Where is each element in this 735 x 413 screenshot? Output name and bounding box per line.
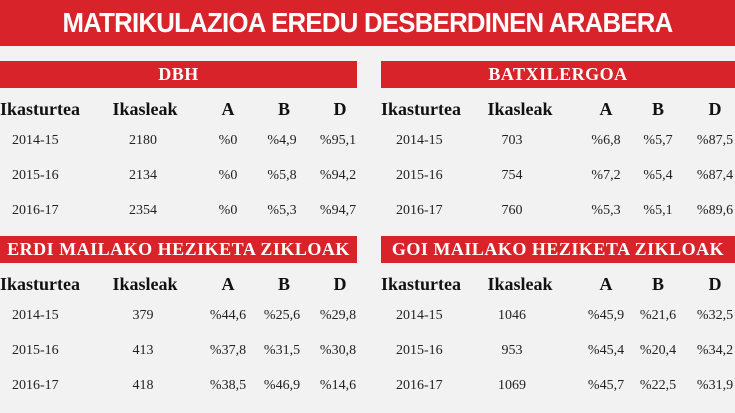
table-cell: %46,9 bbox=[263, 378, 301, 393]
table-cell: %14,6 bbox=[319, 378, 357, 393]
table-cell: 2014-15 bbox=[12, 308, 59, 323]
table-cell: 760 bbox=[501, 203, 523, 218]
table-cell: %21,6 bbox=[639, 308, 677, 323]
table-cell: 2016-17 bbox=[12, 203, 59, 218]
table-cell: %30,8 bbox=[319, 343, 357, 358]
table-cell: 2016-17 bbox=[396, 203, 443, 218]
column-header: D bbox=[708, 99, 722, 119]
section-bar bbox=[0, 236, 357, 263]
section-title: DBH bbox=[158, 64, 199, 84]
column-header: Ikasturtea bbox=[0, 274, 80, 294]
table-cell: 953 bbox=[501, 343, 523, 358]
table-cell: 2014-15 bbox=[396, 308, 443, 323]
table-cell: 2014-15 bbox=[12, 133, 59, 148]
table-cell: %5,7 bbox=[643, 133, 673, 148]
table-cell: %31,5 bbox=[263, 343, 301, 358]
table-cell: %0 bbox=[218, 203, 238, 218]
table-cell: %34,2 bbox=[696, 343, 734, 358]
column-header: B bbox=[277, 99, 290, 119]
section-bar bbox=[0, 61, 357, 88]
table-cell: %32,5 bbox=[696, 308, 734, 323]
table-cell: %5,8 bbox=[267, 168, 297, 183]
table-cell: %22,5 bbox=[639, 378, 677, 393]
table-cell: 379 bbox=[132, 308, 154, 323]
column-header: Ikasleak bbox=[487, 274, 553, 294]
table-cell: 2016-17 bbox=[12, 378, 59, 393]
column-header: A bbox=[221, 274, 235, 294]
table-cell: 1046 bbox=[498, 308, 526, 323]
table-cell: 703 bbox=[501, 133, 523, 148]
column-header: B bbox=[651, 274, 664, 294]
table-cell: %6,8 bbox=[591, 133, 621, 148]
column-header: Ikasleak bbox=[487, 99, 553, 119]
table-cell: %5,1 bbox=[643, 203, 673, 218]
table-cell: 2015-16 bbox=[396, 343, 443, 358]
table-cell: %5,4 bbox=[643, 168, 673, 183]
table-cell: %37,8 bbox=[209, 343, 247, 358]
section-title: GOI MAILAKO HEZIKETA ZIKLOAK bbox=[391, 239, 725, 259]
table-cell: 2016-17 bbox=[396, 378, 443, 393]
table-cell: %95,1 bbox=[319, 133, 357, 148]
table-cell: %5,3 bbox=[591, 203, 621, 218]
column-header: Ikasturtea bbox=[381, 274, 461, 294]
column-header: A bbox=[599, 274, 613, 294]
column-header: Ikasleak bbox=[112, 99, 178, 119]
table-cell: %38,5 bbox=[209, 378, 247, 393]
column-header: A bbox=[221, 99, 235, 119]
title-bar bbox=[0, 0, 735, 46]
section-bar bbox=[381, 61, 735, 88]
table-cell: 2015-16 bbox=[396, 168, 443, 183]
table-cell: 2134 bbox=[129, 168, 157, 183]
table-cell: 754 bbox=[501, 168, 523, 183]
column-header: Ikasturtea bbox=[0, 99, 80, 119]
table-cell: 2015-16 bbox=[12, 343, 59, 358]
column-header: Ikasleak bbox=[112, 274, 178, 294]
page-title: MATRIKULAZIOA EREDU DESBERDINEN ARABERA bbox=[62, 7, 673, 38]
table-cell: %45,4 bbox=[587, 343, 625, 358]
table-cell: %45,9 bbox=[587, 308, 625, 323]
table-cell: %44,6 bbox=[209, 308, 247, 323]
section-title: BATXILERGOA bbox=[488, 64, 628, 84]
table-cell: %87,5 bbox=[696, 133, 734, 148]
table-cell: %87,4 bbox=[696, 168, 734, 183]
table-cell: %4,9 bbox=[267, 133, 297, 148]
table-cell: 413 bbox=[132, 343, 154, 358]
table-cell: %20,4 bbox=[639, 343, 677, 358]
table-cell: %0 bbox=[218, 133, 238, 148]
table-cell: %5,3 bbox=[267, 203, 297, 218]
table-cell: %25,6 bbox=[263, 308, 301, 323]
column-header: Ikasturtea bbox=[381, 99, 461, 119]
column-header: B bbox=[277, 274, 290, 294]
table-cell: %45,7 bbox=[587, 378, 625, 393]
column-header: D bbox=[333, 99, 347, 119]
table-cell: %94,7 bbox=[319, 203, 357, 218]
table-cell: 2354 bbox=[129, 203, 157, 218]
table-cell: %89,6 bbox=[696, 203, 734, 218]
section-bar bbox=[381, 236, 735, 263]
table-cell: 418 bbox=[132, 378, 154, 393]
table-cell: %94,2 bbox=[319, 168, 357, 183]
table-cell: %0 bbox=[218, 168, 238, 183]
table-cell: 2014-15 bbox=[396, 133, 443, 148]
table-cell: 2180 bbox=[129, 133, 157, 148]
table-cell: %29,8 bbox=[319, 308, 357, 323]
table-cell: 2015-16 bbox=[12, 168, 59, 183]
column-header: D bbox=[333, 274, 347, 294]
column-header: D bbox=[708, 274, 722, 294]
section-title: ERDI MAILAKO HEZIKETA ZIKLOAK bbox=[7, 239, 350, 259]
column-header: A bbox=[599, 99, 613, 119]
table-cell: %31,9 bbox=[696, 378, 734, 393]
table-cell: 1069 bbox=[498, 378, 526, 393]
table-cell: %7,2 bbox=[591, 168, 621, 183]
column-header: B bbox=[651, 99, 664, 119]
